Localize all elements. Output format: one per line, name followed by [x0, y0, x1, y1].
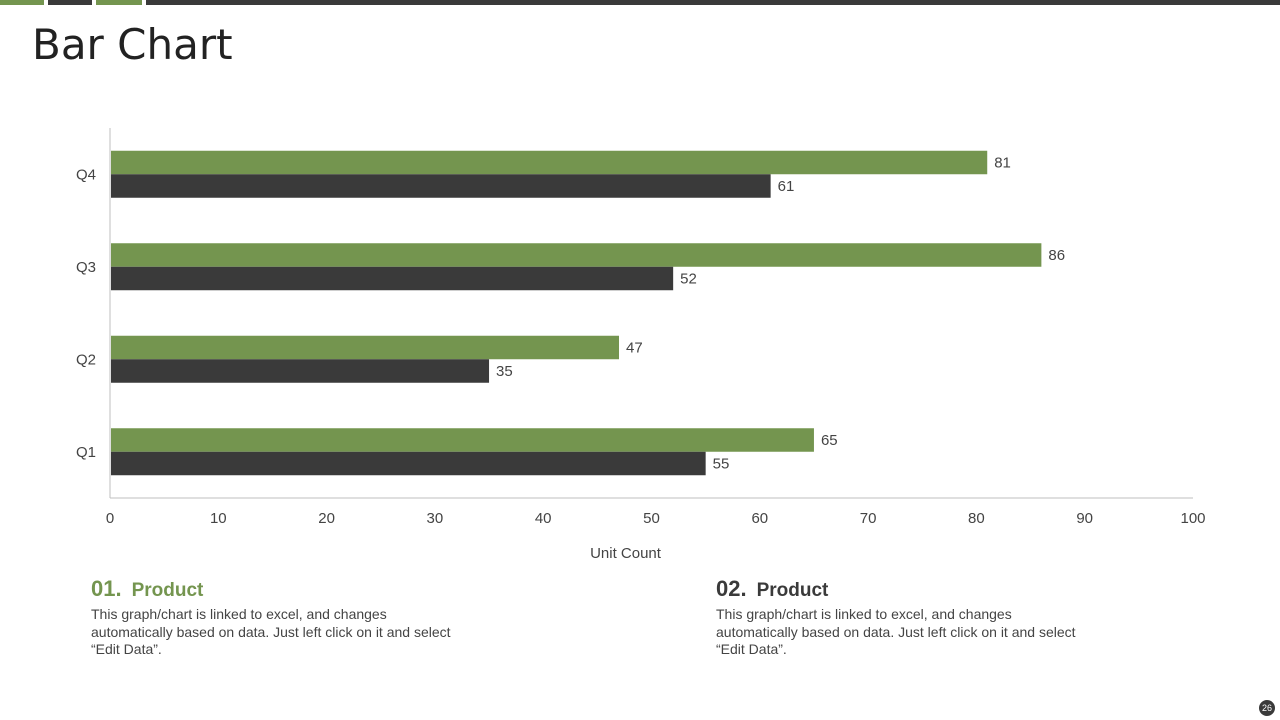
bar-q3-series-1: [111, 243, 1042, 267]
accent-segment-dark-1: [48, 0, 92, 5]
category-label: Q2: [76, 351, 96, 368]
data-label: 55: [713, 456, 730, 473]
bar-q3-series-2: [111, 266, 674, 291]
x-tick-label: 30: [427, 510, 444, 527]
chart-bars: [111, 150, 1042, 476]
bar-q1-series-1: [111, 428, 814, 452]
x-tick-label: 10: [210, 510, 227, 527]
accent-segment-dark-2: [146, 0, 1280, 5]
note-number: 02.: [716, 576, 747, 601]
top-accent-bar: [0, 0, 1280, 5]
bar-q2-series-1: [111, 335, 620, 360]
accent-segment-green-2: [96, 0, 142, 5]
page-number-badge: 26: [1259, 700, 1275, 716]
x-tick-label: 60: [751, 510, 768, 527]
category-label: Q1: [76, 444, 96, 461]
x-tick-label: 50: [643, 510, 660, 527]
note-number: 01.: [91, 576, 122, 601]
note-product-02: 02. Product This graph/chart is linked t…: [716, 576, 1076, 659]
bar-q4-series-1: [111, 150, 988, 175]
data-label: 35: [496, 363, 513, 380]
data-label: 65: [821, 432, 838, 449]
data-label: 52: [680, 271, 697, 288]
chart-axes: 0 10 20 30 40 50 60 70 80 90 100 Unit Count: [106, 128, 1206, 562]
data-label: 81: [994, 155, 1011, 172]
data-label: 47: [626, 340, 643, 357]
x-tick-label: 40: [535, 510, 552, 527]
note-text: This graph/chart is linked to excel, and…: [716, 606, 1076, 657]
note-label: Product: [756, 580, 829, 601]
bar-q2-series-2: [111, 359, 490, 383]
note-text: This graph/chart is linked to excel, and…: [91, 606, 451, 657]
bar-q4-series-2: [111, 174, 771, 198]
note-product-01: 01. Product This graph/chart is linked t…: [91, 576, 451, 659]
bar-q1-series-2: [111, 451, 706, 476]
category-label: Q4: [76, 166, 96, 183]
x-axis-title: Unit Count: [590, 545, 662, 562]
slide-title: Bar Chart: [32, 20, 233, 69]
x-tick-label: 0: [106, 510, 114, 527]
category-label: Q3: [76, 259, 96, 276]
accent-segment-green-1: [0, 0, 44, 5]
x-tick-label: 90: [1076, 510, 1093, 527]
chart-labels: Q1 65 55 Q2 47 35 Q3 86 52 Q4 81 61: [76, 155, 1065, 473]
x-tick-label: 80: [968, 510, 985, 527]
data-label: 86: [1048, 247, 1065, 264]
x-tick-label: 100: [1180, 510, 1205, 527]
note-label: Product: [131, 580, 204, 601]
x-tick-label: 20: [318, 510, 335, 527]
data-label: 61: [778, 178, 795, 195]
x-tick-label: 70: [860, 510, 877, 527]
